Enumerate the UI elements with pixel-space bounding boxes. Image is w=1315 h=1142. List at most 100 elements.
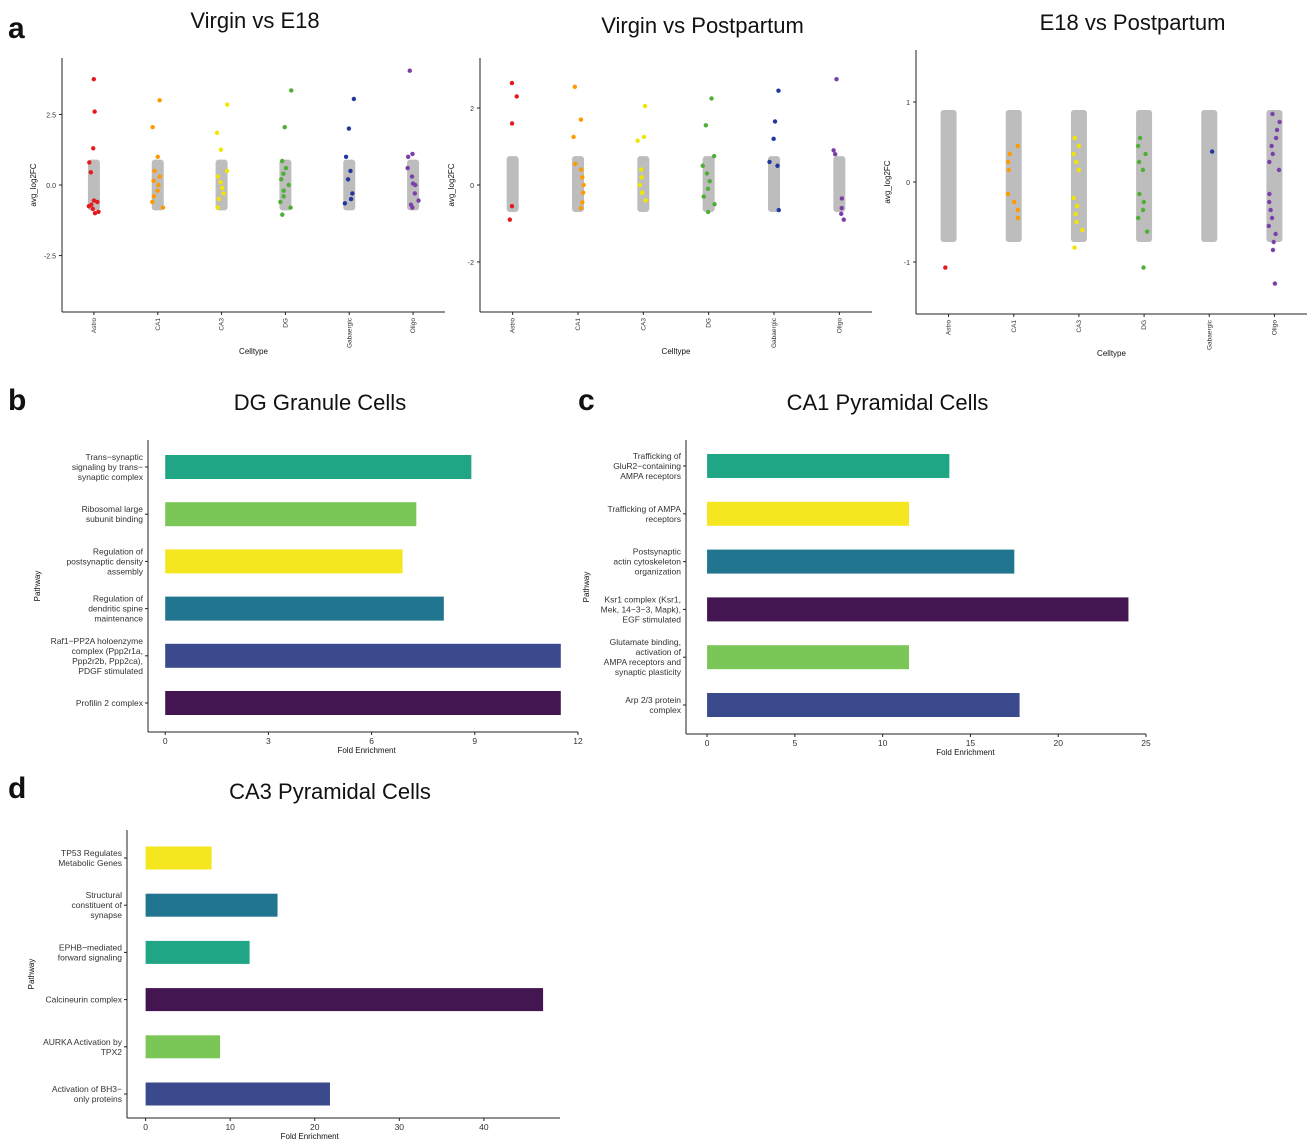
scatter1-point-dg [286, 183, 290, 187]
bar3-category-label-2: constituent of [71, 900, 122, 910]
scatter1-point-ca3 [218, 180, 222, 184]
scatter3-x-tick-label-ca3: CA3 [1076, 320, 1083, 333]
scatter2-point-dg [706, 187, 710, 191]
scatter3-point-ca1 [1012, 200, 1016, 204]
scatter2-point-ca1 [579, 167, 583, 171]
bar1-category-label-3: Regulation of [93, 546, 144, 556]
bar1-bar-1 [165, 455, 471, 479]
scatter1-point-ca3 [215, 205, 219, 209]
bar3-bar-3 [146, 941, 250, 964]
bar2-category-label-6: Arp 2/3 protein [625, 695, 681, 705]
scatter3-point-ca3 [1080, 228, 1084, 232]
scatter3-gray-band-oligo [1266, 110, 1282, 242]
scatter3-point-oligo [1271, 152, 1275, 156]
scatter1-point-dg [279, 177, 283, 181]
bar1-x-tick-label: 0 [163, 736, 168, 746]
bar1-category-label-5: PDGF stimulated [78, 666, 143, 676]
scatter3-point-ca3 [1074, 220, 1078, 224]
scatter1-point-astro [89, 170, 93, 174]
scatter2-point-ca3 [643, 104, 647, 108]
scatter2-point-dg [706, 210, 710, 214]
bar3-bar-2 [146, 894, 278, 917]
scatter1-point-astro [87, 160, 91, 164]
scatter3-point-ca3 [1071, 152, 1075, 156]
scatter1-point-oligo [413, 191, 417, 195]
scatter3-y-axis-title: avg_log2FC [883, 160, 892, 203]
scatter2-x-axis-title: Celltype [662, 347, 691, 356]
scatter2-point-gabaergic [771, 137, 775, 141]
bar2-x-tick-label: 5 [792, 738, 797, 748]
scatter2-point-oligo [831, 148, 835, 152]
bar3-bar-4 [146, 988, 543, 1011]
bar1-bar-6 [165, 691, 561, 715]
scatter1-point-oligo [410, 152, 414, 156]
scatter3-x-tick-label-astro: Astro [946, 320, 953, 336]
scatter1-point-gabaergic [352, 97, 356, 101]
bar2-category-label-1: AMPA receptors [620, 471, 681, 481]
scatter1-point-astro [92, 109, 96, 113]
scatter3-point-oligo [1267, 192, 1271, 196]
scatter3-point-dg [1141, 168, 1145, 172]
bar2-category-label-4: Mek, 14−3−3, Mapk), [601, 604, 681, 614]
scatter2-y-tick-label: 0 [470, 183, 474, 190]
scatter2-point-ca3 [638, 183, 642, 187]
scatter3-point-oligo [1271, 248, 1275, 252]
scatter3-point-ca3 [1073, 212, 1077, 216]
scatter1-point-ca3 [225, 102, 229, 106]
scatter1-point-dg [278, 200, 282, 204]
scatter2-point-ca1 [571, 135, 575, 139]
bar2-bar-1 [707, 454, 949, 478]
scatter3-point-ca1 [1016, 216, 1020, 220]
scatter1-point-dg [281, 188, 285, 192]
bar2-x-tick-label: 20 [1053, 738, 1063, 748]
bar3-bar-6 [146, 1083, 330, 1106]
scatter1-point-oligo [416, 198, 420, 202]
scatter1-point-dg [283, 125, 287, 129]
scatter1-point-ca1 [161, 205, 165, 209]
scatter2-point-ca3 [639, 175, 643, 179]
scatter1-y-tick-label: 2.5 [46, 112, 56, 119]
scatter1-point-dg [280, 159, 284, 163]
bar3-bar-1 [146, 847, 212, 870]
scatter3-point-oligo [1271, 240, 1275, 244]
scatter3-x-tick-label-dg: DG [1141, 320, 1148, 330]
bar1-bar-2 [165, 502, 416, 526]
bar3-category-label-3: forward signaling [58, 952, 123, 962]
bar2-category-label-2: receptors [646, 514, 681, 524]
bar3-category-label-1: TP53 Regulates [61, 848, 122, 858]
bar3-x-tick-label: 0 [143, 1122, 148, 1132]
scatter3-point-dg [1136, 144, 1140, 148]
scatter2-y-tick-label: 2 [470, 106, 474, 113]
scatter1-point-astro [89, 203, 93, 207]
scatter2-point-ca1 [581, 190, 585, 194]
bar2-category-label-3: Postsynaptic [633, 547, 682, 557]
scatter3-point-ca1 [1006, 192, 1010, 196]
scatter2-y-tick-label: -2 [468, 260, 474, 267]
scatter1-point-astro [93, 211, 97, 215]
scatter1-point-oligo [405, 166, 409, 170]
scatter3-gray-band-gabaergic [1201, 110, 1217, 242]
scatter2-x-tick-label-astro: Astro [510, 318, 517, 334]
bar3-category-label-3: EPHB−mediated [59, 942, 122, 952]
scatter3-point-ca3 [1077, 144, 1081, 148]
scatter1-x-tick-label-ca3: CA3 [219, 318, 226, 331]
scatter3-point-oligo [1270, 112, 1274, 116]
scatter1-point-gabaergic [348, 169, 352, 173]
bar3-category-label-5: AURKA Activation by [43, 1037, 123, 1047]
scatter3-point-ca3 [1075, 204, 1079, 208]
scatter3-point-ca1 [1006, 160, 1010, 164]
bar2-category-label-3: actin cytoskeleton [613, 557, 681, 567]
scatter1-x-tick-label-dg: DG [282, 318, 289, 328]
scatter1-point-ca3 [220, 186, 224, 190]
scatter3-point-dg [1137, 160, 1141, 164]
scatter1-point-astro [91, 146, 95, 150]
scatter1-point-ca3 [217, 197, 221, 201]
bar1-x-tick-label: 3 [266, 736, 271, 746]
bar2-x-tick-label: 10 [878, 738, 888, 748]
scatter3-y-tick-label: -1 [904, 260, 910, 267]
bar3-x-tick-label: 30 [395, 1122, 405, 1132]
bar1-category-label-3: postsynaptic density [66, 556, 143, 566]
bar2-category-label-2: Trafficking of AMPA [607, 504, 681, 514]
scatter1-point-ca3 [216, 174, 220, 178]
scatter1-point-oligo [406, 155, 410, 159]
